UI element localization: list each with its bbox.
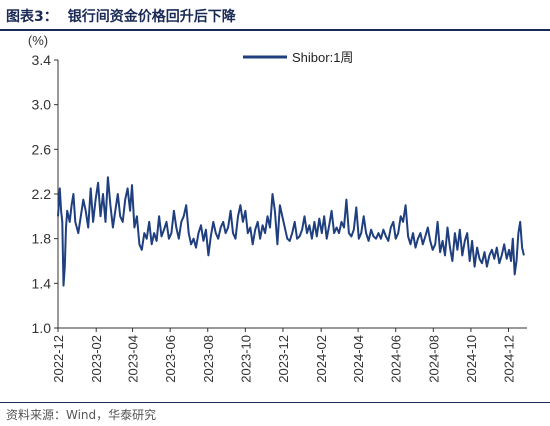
x-tick-label: 2024-08 (426, 335, 441, 383)
x-tick-label: 2023-10 (238, 335, 253, 383)
x-tick-label: 2024-06 (389, 335, 404, 383)
y-tick-label: 1.0 (32, 320, 52, 336)
x-tick-label: 2024-12 (502, 335, 517, 383)
x-tick-label: 2023-04 (126, 335, 141, 383)
bottom-rule (0, 402, 550, 403)
y-tick-label: 2.2 (32, 186, 52, 202)
figure-number: 图表3： (6, 9, 58, 25)
x-tick-label: 2022-12 (51, 335, 66, 383)
y-tick-label: 1.8 (32, 231, 52, 247)
x-tick-label: 2024-10 (464, 335, 479, 383)
x-tick-label: 2023-02 (89, 335, 104, 383)
y-tick-label: 1.4 (32, 275, 52, 291)
x-tick-label: 2024-02 (314, 335, 329, 383)
figure-title: 图表3： 银行间资金价格回升后下降 (6, 6, 236, 26)
series-shibor-1w (57, 176, 525, 287)
source-note: 资料来源：Wind，华泰研究 (6, 408, 157, 422)
x-tick-label: 2023-06 (163, 335, 178, 383)
line-chart: (%) Shibor:1周 1.0 1.4 1.8 2.2 2.6 3.0 3.4 2022… (28, 33, 527, 383)
figure-title-text: 银行间资金价格回升后下降 (67, 9, 236, 25)
x-tick-label: 2023-12 (276, 335, 291, 383)
y-tick-label: 2.6 (32, 141, 52, 157)
x-tick-label: 2023-08 (201, 335, 216, 383)
x-tick-label: 2024-04 (351, 335, 366, 383)
series-line-0 (57, 176, 525, 287)
x-axis: 2022-12 2023-02 2023-04 2023-06 2023-08 2023-… (51, 327, 527, 383)
y-tick-label: 3.0 (32, 97, 52, 113)
y-axis-unit-label: (%) (28, 33, 48, 48)
title-rule (0, 29, 550, 31)
y-tick-label: 3.4 (32, 52, 52, 68)
y-axis: 1.0 1.4 1.8 2.2 2.6 3.0 3.4 (32, 52, 59, 336)
legend-label-shibor: Shibor:1周 (292, 50, 353, 65)
chart-legend: Shibor:1周 (243, 50, 353, 65)
